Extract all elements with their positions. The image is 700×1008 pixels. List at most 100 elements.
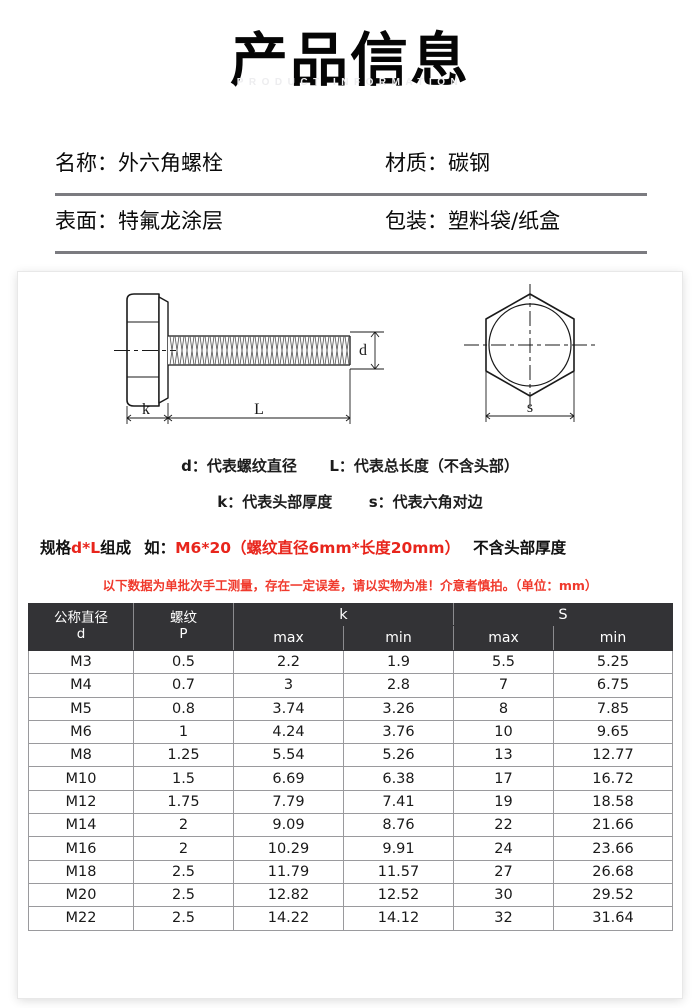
table-row: M10 1.5 6.69 6.38 17 16.72 (28, 766, 673, 791)
dim-label-d: d (359, 342, 367, 359)
cell-s-max: 32 (453, 906, 554, 931)
cell-k-max: 4.24 (233, 719, 344, 745)
th-group-s: S (453, 603, 673, 626)
th-thread-pitch: 螺纹 P (133, 603, 234, 651)
cell-thread-pitch: 2.5 (133, 859, 234, 884)
cell-s-max: 5.5 (453, 649, 554, 675)
cell-k-max: 12.82 (233, 882, 344, 908)
cell-s-max: 17 (453, 766, 554, 791)
table-row: M16 2 10.29 9.91 24 23.66 (28, 836, 673, 861)
cell-s-max: 7 (453, 673, 554, 698)
dim-label-k: k (142, 401, 150, 418)
cell-s-min: 6.75 (553, 673, 673, 698)
cell-nominal-diameter: M5 (28, 696, 134, 721)
th-k-min: min (343, 625, 454, 651)
legend-block: d：代表螺纹直径 L：代表总长度（不含头部） k：代表头部厚度 s：代表六角对边 (18, 459, 682, 510)
header-section: 产品信息 PRODUCT INFORMATION 名称：外六角螺栓 材质：碳钢 … (0, 0, 700, 268)
cell-nominal-diameter: M3 (28, 649, 134, 675)
table-row: M20 2.5 12.82 12.52 30 29.52 (28, 882, 673, 908)
cell-k-min: 11.57 (343, 859, 454, 884)
cell-k-min: 8.76 (343, 813, 454, 838)
cell-k-min: 9.91 (343, 836, 454, 861)
cell-nominal-diameter: M12 (28, 789, 134, 815)
cell-thread-pitch: 1 (133, 719, 234, 745)
measurement-notice: 以下数据为单批次手工测量，存在一定误差，请以实物为准！介意者慎拍。（单位：mm） (102, 578, 598, 593)
cell-s-max: 8 (453, 696, 554, 721)
cell-thread-pitch: 2.5 (133, 882, 234, 908)
divider (55, 193, 647, 196)
technical-drawing-area: d k L s (18, 272, 682, 457)
cell-thread-pitch: 1.75 (133, 789, 234, 815)
cell-nominal-diameter: M6 (28, 719, 134, 745)
cell-s-min: 12.77 (553, 743, 673, 768)
table-row: M3 0.5 2.2 1.9 5.5 5.25 (28, 649, 673, 675)
spec-name: 名称：外六角螺栓 (55, 151, 223, 175)
cell-k-min: 2.8 (343, 673, 454, 698)
cell-k-max: 2.2 (233, 649, 344, 675)
spec-table-body: M3 0.5 2.2 1.9 5.5 5.25 M4 0.7 3 2.8 7 6.75 M5 0.8 3.7… (28, 649, 673, 931)
cell-k-max: 11.79 (233, 859, 344, 884)
cell-k-min: 7.41 (343, 789, 454, 815)
cell-k-max: 14.22 (233, 906, 344, 931)
spec-packaging: 包装：塑料袋/纸盒 (385, 209, 561, 233)
cell-nominal-diameter: M18 (28, 859, 134, 884)
spec-row: 表面：特氟龙涂层 包装：塑料袋/纸盒 (0, 196, 700, 254)
title-block: 产品信息 PRODUCT INFORMATION (0, 30, 700, 91)
cell-thread-pitch: 2.5 (133, 906, 234, 931)
cell-thread-pitch: 2 (133, 836, 234, 861)
cell-k-min: 14.12 (343, 906, 454, 931)
cell-nominal-diameter: M16 (28, 836, 134, 861)
cell-s-max: 24 (453, 836, 554, 861)
cell-thread-pitch: 1.25 (133, 743, 234, 768)
legend-L: L：代表总长度（不含头部） (329, 457, 519, 475)
th-s-max: max (453, 625, 554, 651)
cell-nominal-diameter: M8 (28, 743, 134, 768)
th-thread-pitch-l2: P (179, 626, 188, 642)
table-row: M6 1 4.24 3.76 10 9.65 (28, 719, 673, 745)
cell-thread-pitch: 2 (133, 813, 234, 838)
th-s-min: min (553, 625, 673, 651)
table-row: M22 2.5 14.22 14.12 32 31.64 (28, 906, 673, 931)
cell-nominal-diameter: M10 (28, 766, 134, 791)
spec-table-head: 公称直径 d 螺纹 P k S max min max (28, 603, 673, 651)
spec-row: 名称：外六角螺栓 材质：碳钢 (0, 138, 700, 196)
table-row: M14 2 9.09 8.76 22 21.66 (28, 813, 673, 838)
cell-s-max: 27 (453, 859, 554, 884)
cell-k-min: 12.52 (343, 882, 454, 908)
th-thread-pitch-l1: 螺纹 (170, 610, 197, 627)
cell-thread-pitch: 1.5 (133, 766, 234, 791)
table-row: M5 0.8 3.74 3.26 8 7.85 (28, 696, 673, 721)
spec-format-note: 规格d*L组成 如：M6*20（螺纹直径6mm*长度20mm） 不含头部厚度 (18, 536, 682, 558)
cell-s-min: 31.64 (553, 906, 673, 931)
cell-thread-pitch: 0.5 (133, 649, 234, 675)
detail-card: d k L s d：代表螺纹直径 L：代表总长度（不含头部） k：代表头部厚度 … (18, 272, 682, 998)
cell-s-min: 7.85 (553, 696, 673, 721)
thread-pattern (169, 335, 350, 366)
cell-k-max: 6.69 (233, 766, 344, 791)
formula-part-3: 组成 (100, 539, 132, 557)
cell-s-max: 10 (453, 719, 554, 745)
cell-s-max: 30 (453, 882, 554, 908)
cell-s-max: 19 (453, 789, 554, 815)
cell-k-min: 3.26 (343, 696, 454, 721)
cell-s-min: 16.72 (553, 766, 673, 791)
legend-k: k：代表头部厚度 (217, 493, 333, 511)
spec-summary-rows: 名称：外六角螺栓 材质：碳钢 表面：特氟龙涂层 包装：塑料袋/纸盒 (0, 138, 700, 254)
cell-k-min: 3.76 (343, 719, 454, 745)
cell-s-max: 13 (453, 743, 554, 768)
cell-k-min: 6.38 (343, 766, 454, 791)
table-row: M4 0.7 3 2.8 7 6.75 (28, 673, 673, 698)
formula-part-4: 如： (144, 539, 176, 557)
cell-s-min: 21.66 (553, 813, 673, 838)
spec-table: 公称直径 d 螺纹 P k S max min max (28, 603, 673, 931)
cell-thread-pitch: 0.8 (133, 696, 234, 721)
th-nominal-diameter-l1: 公称直径 (54, 610, 108, 627)
table-row: M8 1.25 5.54 5.26 13 12.77 (28, 743, 673, 768)
cell-s-min: 5.25 (553, 649, 673, 675)
cell-k-max: 9.09 (233, 813, 344, 838)
divider (55, 251, 647, 254)
cell-s-min: 26.68 (553, 859, 673, 884)
cell-k-max: 5.54 (233, 743, 344, 768)
page-subtitle: PRODUCT INFORMATION (236, 76, 464, 88)
